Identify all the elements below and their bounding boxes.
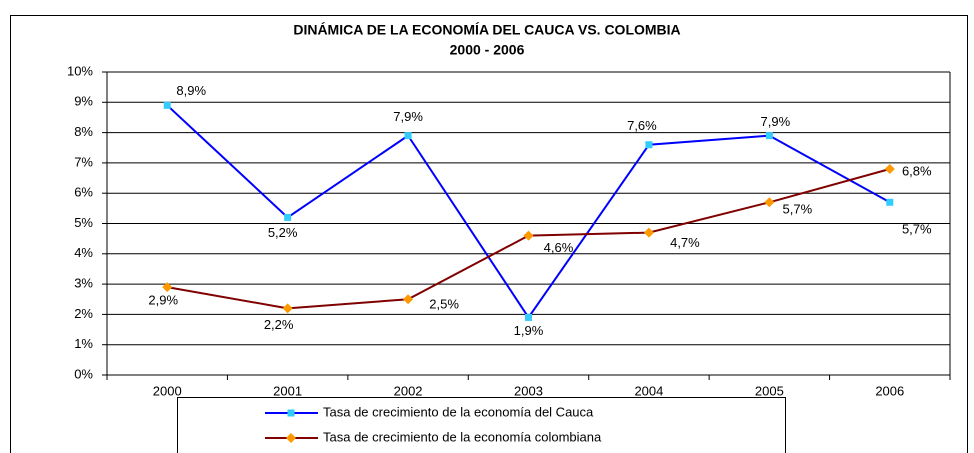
marker (765, 132, 773, 140)
value-label: 5,7% (902, 222, 932, 237)
y-tick-label: 0% (74, 366, 93, 381)
y-tick-label: 1% (74, 336, 93, 351)
value-label: 7,6% (627, 118, 657, 133)
y-tick-label: 7% (74, 154, 93, 169)
marker (404, 132, 412, 140)
y-tick-label: 8% (74, 124, 93, 139)
value-label: 5,2% (268, 225, 298, 240)
value-label: 8,9% (176, 83, 206, 98)
value-label: 6,8% (902, 163, 932, 178)
x-tick-label: 2002 (394, 383, 423, 398)
value-label: 4,6% (544, 240, 574, 255)
x-tick-label: 2001 (273, 383, 302, 398)
marker (523, 230, 534, 241)
x-tick-label: 2005 (755, 383, 784, 398)
chart-title: DINÁMICA DE LA ECONOMÍA DEL CAUCA VS. CO… (293, 22, 680, 38)
x-tick-label: 2006 (875, 383, 904, 398)
value-label: 2,9% (148, 293, 178, 308)
y-tick-label: 4% (74, 245, 93, 260)
marker (884, 163, 895, 174)
marker (403, 294, 414, 305)
marker (643, 227, 654, 238)
x-tick-label: 2004 (634, 383, 663, 398)
x-tick-label: 2000 (153, 383, 182, 398)
value-label: 5,7% (783, 202, 813, 217)
marker (764, 197, 775, 208)
y-tick-label: 6% (74, 185, 93, 200)
marker (286, 433, 296, 443)
value-label: 1,9% (514, 323, 544, 338)
marker (525, 313, 532, 321)
marker (645, 141, 653, 149)
y-tick-label: 9% (74, 94, 93, 109)
marker (886, 198, 894, 206)
marker (284, 213, 292, 221)
marker (162, 282, 173, 293)
marker (287, 409, 295, 417)
value-label: 2,2% (264, 317, 294, 332)
legend-label: Tasa de crecimiento de la economía colom… (323, 429, 602, 444)
y-tick-label: 2% (74, 306, 93, 321)
y-tick-label: 5% (74, 215, 93, 230)
legend-label: Tasa de crecimiento de la economía del C… (323, 404, 594, 419)
chart-subtitle: 2000 - 2006 (450, 42, 525, 58)
y-tick-label: 10% (67, 63, 93, 78)
value-label: 4,7% (670, 235, 700, 250)
y-tick-label: 3% (74, 276, 93, 291)
value-label: 7,9% (761, 114, 791, 129)
value-label: 7,9% (393, 109, 423, 124)
x-tick-label: 2003 (514, 383, 543, 398)
value-label: 2,5% (429, 297, 459, 312)
legend-box (177, 397, 786, 453)
chart-frame (10, 15, 968, 453)
marker (163, 101, 171, 109)
marker (282, 303, 293, 314)
